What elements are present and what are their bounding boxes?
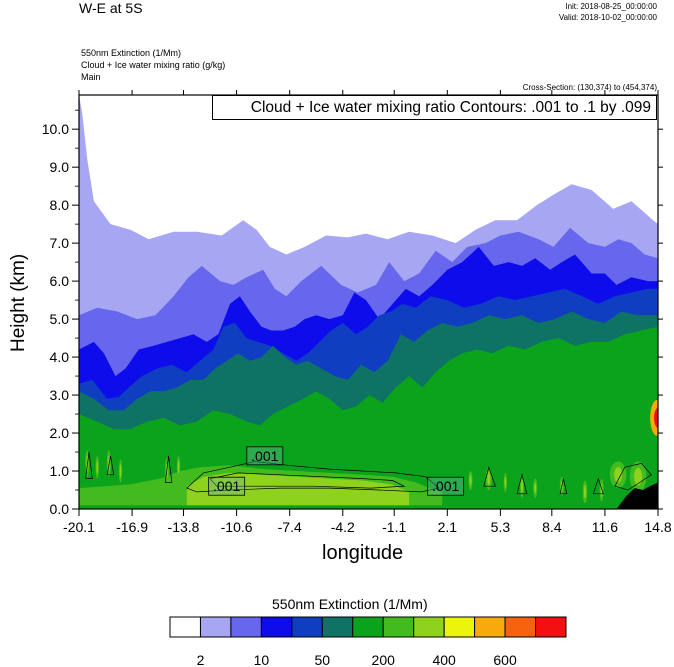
x-tick-label: 2.1 [438, 519, 458, 535]
x-axis-label: longitude [322, 542, 404, 564]
x-tick-label: 8.4 [542, 519, 562, 535]
extinction-layer-green [79, 326, 658, 509]
colorbar-swatch [321, 616, 354, 638]
y-tick-label: 7.0 [50, 235, 70, 251]
contour-line [164, 455, 173, 483]
contour-label: .001 [432, 478, 459, 494]
low-cloud-core [534, 482, 537, 494]
x-tick-label: -7.4 [278, 519, 302, 535]
contour-label: .001 [213, 478, 240, 494]
field-label-main: Main [81, 72, 101, 82]
contour-line [592, 477, 604, 495]
contour-label-box [246, 446, 284, 466]
contour-line [106, 455, 115, 476]
x-tick-label: -1.1 [382, 519, 406, 535]
x-tick-label: 14.8 [644, 519, 671, 535]
colorbar-swatch [199, 616, 232, 638]
contour-line [483, 466, 496, 487]
colorbar-label: 200 [372, 652, 396, 667]
cross-section-label: Cross-Section: (130,374) to (454,374) [522, 83, 657, 92]
colorbar-label: 10 [254, 652, 270, 667]
y-tick-label: 6.0 [50, 273, 70, 289]
y-tick-label: 3.0 [50, 387, 70, 403]
low-cloud-core [487, 472, 491, 486]
valid-time-label: Valid: 2018-10-02_00:00:00 [558, 13, 657, 22]
y-tick-label: 0.0 [50, 501, 70, 517]
y-tick-label: 10.0 [42, 121, 69, 137]
init-time-label: Init: 2018-08-25_00:00:00 [565, 2, 657, 11]
field-label-mixing-ratio: Cloud + Ice water mixing ratio (g/kg) [81, 60, 226, 70]
low-cloud-core [583, 485, 587, 499]
colorbar-swatch [291, 616, 323, 638]
y-tick-label: 1.0 [50, 463, 70, 479]
extinction-layer-yellow-green [186, 472, 410, 506]
colorbar-swatch [260, 616, 293, 638]
extinction-fill [79, 95, 658, 509]
colorbar-label: 2 [197, 652, 205, 667]
low-cloud-core [520, 479, 523, 493]
low-cloud-core [177, 460, 180, 474]
contour-line [85, 451, 93, 479]
y-tick-label: 2.0 [50, 425, 70, 441]
colorbar-label: 400 [432, 652, 456, 667]
contour-line [559, 478, 568, 495]
contour-label-group: .001 .001 .001 [208, 446, 465, 496]
y-tick-label: 9.0 [50, 159, 70, 175]
y-tick-label: 8.0 [50, 197, 70, 213]
x-tick-label: -10.6 [221, 519, 253, 535]
contour-info-box: Cloud + Ice water mixing ratio Contours:… [212, 95, 657, 120]
colorbar-swatch [352, 616, 384, 638]
x-tick-label: 11.6 [592, 519, 618, 535]
axes: -20.1 -16.9 -13.8 -10.6 -7.4 -4.2 -1.1 2.1 5.3 8.… [42, 90, 672, 535]
low-cloud-core [614, 467, 623, 483]
y-axis-label: Height (km) [8, 253, 29, 352]
x-tick-label: -16.9 [116, 519, 148, 535]
x-tick-label: -20.1 [63, 519, 95, 535]
contour-line [516, 473, 528, 495]
colorbar-swatch [504, 616, 537, 638]
colorbar-swatch [413, 616, 445, 638]
colorbar-title: 550nm Extinction (1/Mm) [272, 596, 428, 612]
low-cloud-core [634, 467, 643, 486]
y-tick-label: 4.0 [50, 349, 70, 365]
colorbar-swatch [535, 616, 567, 638]
low-cloud-core [469, 475, 472, 487]
colorbar-label: 600 [493, 652, 517, 667]
contour-line [614, 463, 652, 491]
y-tick-label: 5.0 [50, 311, 70, 327]
colorbar: 2 10 50 200 400 600 [169, 616, 567, 667]
contour-line [209, 472, 406, 489]
colorbar-swatch [382, 616, 415, 638]
high-extinction-core [654, 407, 658, 428]
low-cloud-core [504, 476, 507, 488]
contour-label-box [208, 476, 246, 496]
x-tick-label: -4.2 [331, 519, 355, 535]
low-cloud-core [119, 464, 122, 478]
x-tick-label: 5.3 [491, 519, 511, 535]
terrain [616, 482, 658, 509]
contour-label-box [427, 476, 465, 496]
chart-title: W-E at 5S [79, 0, 143, 16]
colorbar-swatch [230, 616, 262, 638]
x-tick-label: -13.8 [168, 519, 200, 535]
low-cloud-core [96, 460, 99, 474]
colorbar-swatch [169, 616, 201, 638]
colorbar-swatch [443, 616, 476, 638]
colorbar-swatch [474, 616, 506, 638]
colorbar-label: 50 [315, 652, 331, 667]
contour-label: .001 [251, 448, 278, 464]
field-label-extinction: 550nm Extinction (1/Mm) [81, 48, 182, 58]
